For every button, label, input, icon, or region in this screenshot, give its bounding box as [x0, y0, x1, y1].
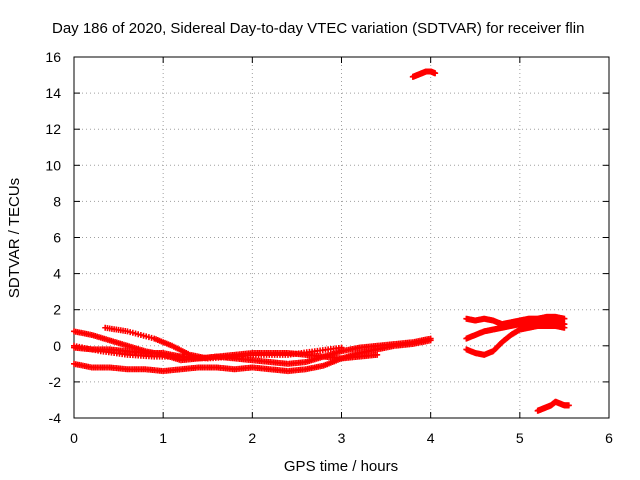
series-track-9 — [463, 322, 568, 358]
series-track-10 — [534, 398, 572, 414]
y-tick-label: -2 — [49, 374, 62, 390]
data-point — [338, 344, 345, 351]
x-tick-label: 2 — [248, 430, 256, 446]
y-tick-label: 6 — [53, 230, 61, 246]
series-track-4 — [102, 324, 211, 362]
x-tick-label: 5 — [516, 430, 524, 446]
data-point — [374, 351, 381, 358]
x-tick-label: 3 — [338, 430, 346, 446]
x-tick-label: 1 — [159, 430, 167, 446]
data-point — [561, 324, 568, 331]
y-tick-label: -4 — [49, 410, 62, 426]
data-point — [432, 70, 439, 77]
x-axis-title: GPS time / hours — [284, 458, 398, 475]
y-tick-label: 4 — [53, 266, 61, 282]
y-tick-label: 16 — [45, 49, 61, 65]
y-tick-label: 10 — [45, 157, 61, 173]
y-tick-label: 8 — [53, 193, 61, 209]
data-points — [71, 68, 572, 414]
data-point — [565, 402, 572, 409]
y-axis-title: SDTVAR / TECUs — [6, 178, 23, 298]
y-tick-label: 12 — [45, 121, 61, 137]
series-track-6 — [409, 68, 439, 80]
y-tick-label: 0 — [53, 338, 61, 354]
data-point — [427, 337, 434, 344]
y-tick-label: 2 — [53, 302, 61, 318]
x-tick-label: 4 — [427, 430, 435, 446]
series-track-7 — [463, 313, 568, 328]
data-point — [561, 315, 568, 322]
grid — [74, 57, 609, 418]
x-tick-label: 6 — [605, 430, 613, 446]
y-tick-label: 14 — [45, 85, 61, 101]
x-tick-label: 0 — [70, 430, 78, 446]
chart-title: Day 186 of 2020, Sidereal Day-to-day VTE… — [52, 20, 584, 37]
series-track-3 — [71, 337, 434, 375]
series-track-5 — [71, 342, 345, 362]
